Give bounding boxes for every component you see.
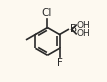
Text: OH: OH — [77, 29, 91, 38]
Text: OH: OH — [77, 21, 91, 30]
Text: Cl: Cl — [42, 8, 52, 18]
Text: F: F — [57, 58, 62, 68]
Text: B: B — [70, 24, 77, 34]
